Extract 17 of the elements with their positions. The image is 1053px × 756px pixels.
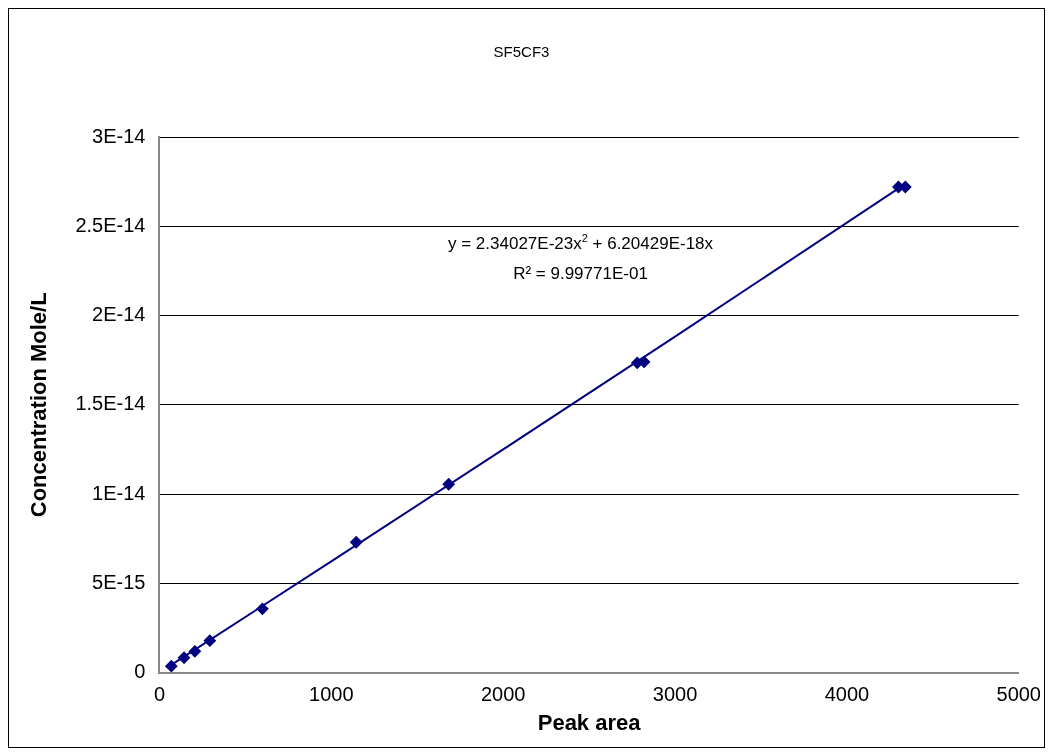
x-tick-label: 0 [153, 683, 166, 706]
x-tick-label: 3000 [652, 683, 698, 706]
y-tick-label: 2.5E-14 [75, 213, 146, 236]
x-axis-title: Peak area [537, 709, 642, 735]
x-tick-label: 2000 [480, 683, 526, 706]
x-tick-label: 4000 [824, 683, 870, 706]
annotation: R² = 9.99771E-01 [513, 264, 648, 283]
x-tick-label: 1000 [309, 683, 354, 706]
y-tick-label: 2E-14 [92, 303, 146, 326]
y-tick-label: 1E-14 [92, 481, 146, 504]
y-tick-label: 5E-15 [92, 570, 146, 593]
y-tick-label: 0 [134, 660, 146, 683]
x-tick-label: 5000 [996, 683, 1041, 706]
y-tick-label: 1.5E-14 [75, 392, 146, 415]
y-tick-label: 3E-14 [92, 124, 146, 147]
y-axis-title: Concentration Mole/L [26, 292, 52, 518]
chart-title: SF5CF3 [493, 43, 550, 61]
